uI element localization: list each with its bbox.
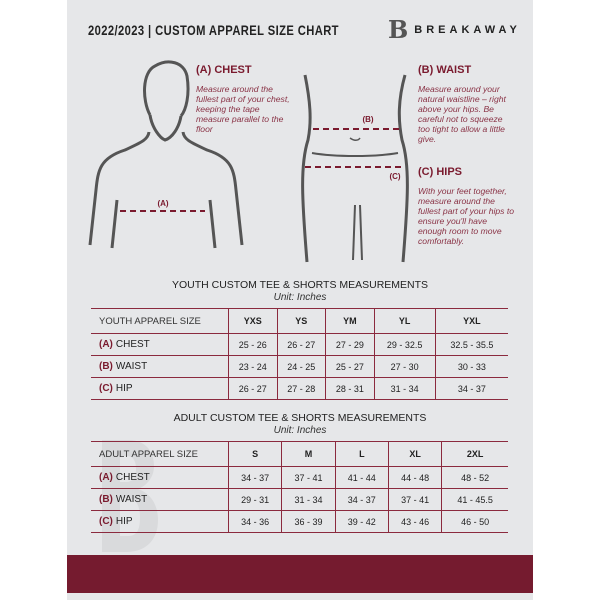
table-header-row: ADULT APPAREL SIZE S M L XL 2XL bbox=[91, 441, 508, 467]
cell: 30 - 33 bbox=[434, 355, 508, 378]
header-cell: 2XL bbox=[441, 441, 508, 467]
row-name: CHEST bbox=[115, 472, 150, 483]
cell: 27 - 30 bbox=[373, 355, 436, 378]
cell: 41 - 45.5 bbox=[441, 488, 508, 511]
waist-description: Measure around your natural waistline – … bbox=[418, 84, 506, 144]
header-cell: YOUTH APPAREL SIZE bbox=[91, 308, 229, 334]
cell: 36 - 39 bbox=[281, 510, 336, 533]
cell: 27 - 28 bbox=[276, 377, 326, 400]
cell: 37 - 41 bbox=[281, 466, 336, 489]
cell: 31 - 34 bbox=[281, 488, 336, 511]
row-label: (C) HIP bbox=[91, 377, 229, 400]
row-letter: (B) bbox=[99, 361, 113, 372]
cell: 34 - 37 bbox=[227, 466, 282, 489]
row-letter: (C) bbox=[99, 516, 113, 527]
table-header-row: YOUTH APPAREL SIZE YXS YS YM YL YXL bbox=[91, 308, 508, 334]
upper-body-figure bbox=[88, 60, 244, 249]
header-cell: XL bbox=[387, 441, 442, 467]
header-cell: YXS bbox=[228, 308, 278, 334]
hips-marker: (C) bbox=[389, 172, 400, 181]
cell: 48 - 52 bbox=[441, 466, 508, 489]
cell: 29 - 32.5 bbox=[373, 333, 436, 356]
logo-mark: B bbox=[388, 15, 409, 44]
cell: 34 - 37 bbox=[434, 377, 508, 400]
header-cell: S bbox=[227, 441, 282, 467]
cell: 39 - 42 bbox=[334, 510, 389, 533]
row-letter: (A) bbox=[99, 339, 113, 350]
row-label: (C) HIP bbox=[91, 510, 229, 533]
chest-marker: (A) bbox=[157, 199, 168, 208]
row-label: (A) CHEST bbox=[91, 466, 229, 489]
adult-size-table: ADULT APPAREL SIZE S M L XL 2XL (A) CHEST… bbox=[91, 441, 508, 533]
lower-body-figure bbox=[301, 74, 409, 263]
cell: 34 - 37 bbox=[334, 488, 389, 511]
table-row: (A) CHEST 34 - 37 37 - 41 41 - 44 44 - 48… bbox=[91, 466, 508, 489]
youth-unit: Unit: Inches bbox=[273, 292, 327, 303]
table-row: (B) WAIST 29 - 31 31 - 34 34 - 37 37 - 41… bbox=[91, 488, 508, 511]
table-row: (C) HIP 34 - 36 36 - 39 39 - 42 43 - 46 4… bbox=[91, 510, 508, 533]
brand-name: BREAKAWAY bbox=[414, 24, 521, 36]
table-row: (B) WAIST 23 - 24 24 - 25 25 - 27 27 - 30… bbox=[91, 355, 508, 378]
waist-heading: (B) WAIST bbox=[418, 64, 472, 76]
table-row: (C) HIP 26 - 27 27 - 28 28 - 31 31 - 34 3… bbox=[91, 377, 508, 400]
cell: 24 - 25 bbox=[276, 355, 326, 378]
row-label: (B) WAIST bbox=[91, 488, 229, 511]
header-cell: YXL bbox=[434, 308, 508, 334]
youth-size-table: YOUTH APPAREL SIZE YXS YS YM YL YXL (A) C… bbox=[91, 308, 508, 400]
cell: 25 - 27 bbox=[325, 355, 375, 378]
cell: 34 - 36 bbox=[227, 510, 282, 533]
header-cell: YS bbox=[276, 308, 326, 334]
header-cell: L bbox=[334, 441, 389, 467]
row-label: (A) CHEST bbox=[91, 333, 229, 356]
row-name: HIP bbox=[115, 516, 133, 527]
cell: 26 - 27 bbox=[228, 377, 278, 400]
row-name: HIP bbox=[115, 383, 133, 394]
row-letter: (B) bbox=[99, 494, 113, 505]
cell: 37 - 41 bbox=[387, 488, 442, 511]
header-cell: ADULT APPAREL SIZE bbox=[91, 441, 229, 467]
cell: 46 - 50 bbox=[441, 510, 508, 533]
hips-description: With your feet together, measure around … bbox=[418, 186, 515, 246]
cell: 31 - 34 bbox=[373, 377, 436, 400]
row-name: CHEST bbox=[115, 339, 150, 350]
cell: 32.5 - 35.5 bbox=[434, 333, 508, 356]
cell: 23 - 24 bbox=[228, 355, 278, 378]
cell: 25 - 26 bbox=[228, 333, 278, 356]
cell: 26 - 27 bbox=[276, 333, 326, 356]
cell: 27 - 29 bbox=[325, 333, 375, 356]
cell: 29 - 31 bbox=[227, 488, 282, 511]
page-title: 2022/2023 | CUSTOM APPAREL SIZE CHART bbox=[88, 22, 339, 38]
adult-table-title: ADULT CUSTOM TEE & SHORTS MEASUREMENTS bbox=[173, 412, 427, 424]
row-label: (B) WAIST bbox=[91, 355, 229, 378]
youth-table-title: YOUTH CUSTOM TEE & SHORTS MEASUREMENTS bbox=[171, 279, 429, 291]
row-letter: (C) bbox=[99, 383, 113, 394]
row-name: WAIST bbox=[115, 361, 148, 372]
hips-heading: (C) HIPS bbox=[418, 166, 462, 178]
chest-heading: (A) CHEST bbox=[196, 64, 252, 76]
row-name: WAIST bbox=[115, 494, 148, 505]
body-figures: (A) (B) (C) bbox=[88, 60, 409, 263]
waist-marker: (B) bbox=[362, 115, 373, 124]
adult-unit: Unit: Inches bbox=[273, 425, 327, 436]
row-letter: (A) bbox=[99, 472, 113, 483]
header-cell: M bbox=[281, 441, 336, 467]
header-cell: YM bbox=[325, 308, 375, 334]
cell: 28 - 31 bbox=[325, 377, 375, 400]
brand-logo: B BREAKAWAY bbox=[388, 18, 521, 42]
cell: 44 - 48 bbox=[387, 466, 442, 489]
header-cell: YL bbox=[373, 308, 436, 334]
chest-description: Measure around the fullest part of your … bbox=[196, 84, 290, 134]
cell: 43 - 46 bbox=[387, 510, 442, 533]
cell: 41 - 44 bbox=[334, 466, 389, 489]
table-row: (A) CHEST 25 - 26 26 - 27 27 - 29 29 - 32… bbox=[91, 333, 508, 356]
footer-bar bbox=[67, 555, 533, 593]
